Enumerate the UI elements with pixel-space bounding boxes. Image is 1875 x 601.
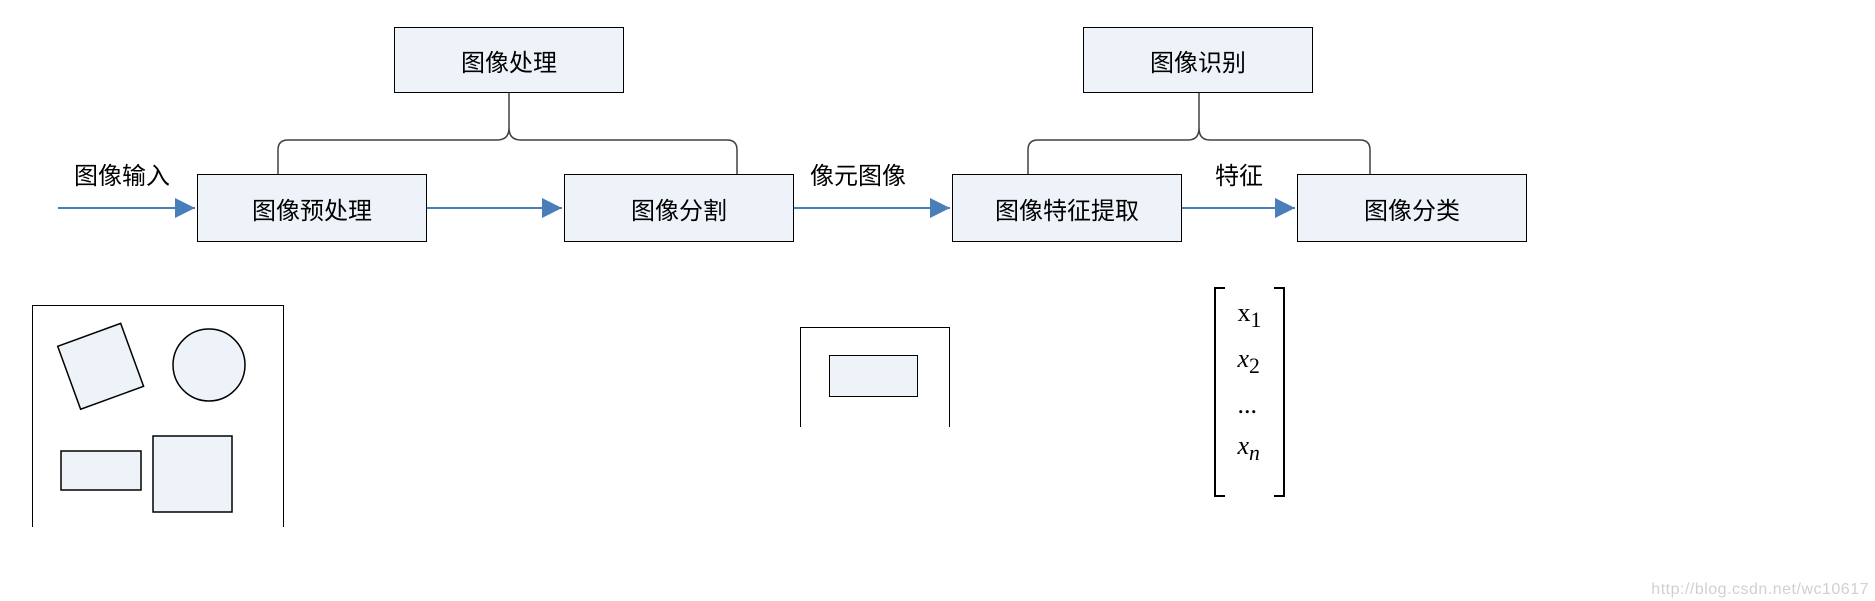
arrow-label-feature: 特征 [1215,156,1263,191]
feature-vector: x1 x2 ... xn [1213,286,1286,498]
vector-entry: x1 [1238,292,1262,338]
stage-box-preprocess: 图像预处理 [197,174,427,242]
stage-label: 图像特征提取 [995,191,1139,226]
stage-box-segment: 图像分割 [564,174,794,242]
stage-box-feature: 图像特征提取 [952,174,1182,242]
vector-bracket-left [1213,286,1227,498]
category-label: 图像识别 [1150,43,1246,78]
segmented-illustration-panel [800,327,950,427]
vector-entry: ... [1238,384,1262,426]
stage-label: 图像预处理 [252,191,372,226]
stage-label: 图像分割 [631,191,727,226]
vector-entry: xn [1238,425,1262,471]
vector-entry: x2 [1238,338,1262,384]
category-label: 图像处理 [461,43,557,78]
category-box-image-recognition: 图像识别 [1083,27,1313,93]
stage-label: 图像分类 [1364,191,1460,226]
shapes-illustration-panel [32,305,284,527]
arrow-label-input: 图像输入 [74,156,170,191]
vector-entries: x1 x2 ... xn [1234,286,1266,477]
arrow-label-pixel-image: 像元图像 [810,156,906,191]
shapes-svg [33,306,285,528]
category-box-image-processing: 图像处理 [394,27,624,93]
watermark: http://blog.csdn.net/wc10617 [1651,581,1869,599]
stage-box-classify: 图像分类 [1297,174,1527,242]
vector-bracket-right [1272,286,1286,498]
segmented-inner-rect [829,355,918,397]
